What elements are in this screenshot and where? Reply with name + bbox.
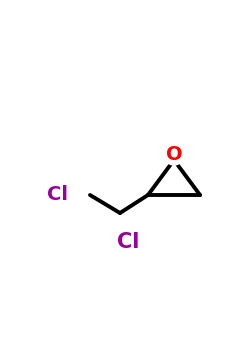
Text: Cl: Cl <box>117 232 139 252</box>
Text: O: O <box>166 146 182 164</box>
Circle shape <box>164 145 184 165</box>
Text: Cl: Cl <box>47 186 68 204</box>
